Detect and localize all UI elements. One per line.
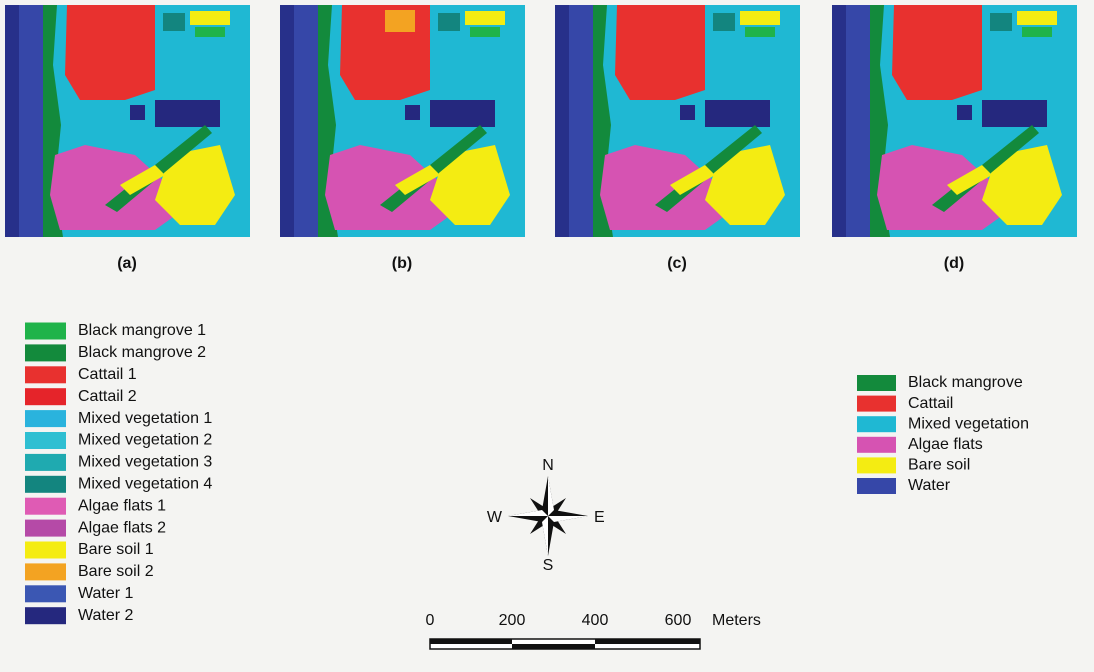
page: (a)(b)(c)(d) Black mangrove 1Black mangr… xyxy=(0,0,1094,672)
legend-label: Water xyxy=(908,477,951,494)
scale-label: 200 xyxy=(499,612,526,629)
legend-label: Algae flats 1 xyxy=(78,497,166,514)
compass-s: S xyxy=(543,557,554,574)
scale-label: 600 xyxy=(665,612,692,629)
legend-label: Cattail 2 xyxy=(78,388,137,405)
legend-swatch xyxy=(25,563,66,580)
map-b-detail xyxy=(385,10,415,32)
map-c xyxy=(555,5,800,237)
legend-merged: Black mangrove Cattail Mixed vegetation Alg… xyxy=(857,374,1029,494)
legend-swatch xyxy=(857,375,896,391)
compass-e: E xyxy=(594,509,605,526)
compass-n: N xyxy=(542,457,554,474)
map-panels xyxy=(5,5,1077,237)
scale-label: 0 xyxy=(426,612,435,629)
legend-swatch xyxy=(25,520,66,537)
legend-swatch xyxy=(857,478,896,494)
legend-swatch xyxy=(25,476,66,493)
legend-swatch xyxy=(25,432,66,449)
legend-swatch xyxy=(25,542,66,559)
legend-label: Bare soil 2 xyxy=(78,563,154,580)
compass-w: W xyxy=(487,509,503,526)
scale-label: 400 xyxy=(582,612,609,629)
panel-label: (d) xyxy=(944,255,964,272)
scale-unit: Meters xyxy=(712,612,761,629)
legend-swatch xyxy=(857,396,896,412)
legend-label: Algae flats xyxy=(908,436,983,453)
legend-label: Mixed vegetation 1 xyxy=(78,410,212,427)
legend-label: Black mangrove xyxy=(908,374,1023,391)
map-b xyxy=(280,5,525,237)
legend-detailed: Black mangrove 1 Black mangrove 2 Cattail … xyxy=(25,322,212,624)
legend-label: Mixed vegetation 2 xyxy=(78,432,212,449)
legend-label: Cattail xyxy=(908,395,953,412)
panel-label: (c) xyxy=(667,255,687,272)
legend-swatch xyxy=(857,416,896,432)
legend-label: Water 2 xyxy=(78,607,134,624)
scale-bar: 0 200 400 600 Meters xyxy=(426,612,761,649)
legend-label: Algae flats 2 xyxy=(78,519,166,536)
legend-swatch xyxy=(25,323,66,340)
legend-label: Mixed vegetation 3 xyxy=(78,454,212,471)
legend-swatch xyxy=(25,454,66,471)
figure: (a)(b)(c)(d) Black mangrove 1Black mangr… xyxy=(0,0,1094,667)
map-d xyxy=(832,5,1077,237)
compass: N S E W xyxy=(487,457,605,574)
map-a xyxy=(5,5,250,237)
legend-swatch xyxy=(25,388,66,405)
legend-swatch xyxy=(25,410,66,427)
legend-swatch xyxy=(25,366,66,383)
legend-label: Bare soil xyxy=(908,457,970,474)
legend-label: Water 1 xyxy=(78,585,134,602)
legend-label: Black mangrove 1 xyxy=(78,322,206,339)
panel-label: (a) xyxy=(117,255,137,272)
legend-label: Mixed vegetation 4 xyxy=(78,476,212,493)
legend-label: Bare soil 1 xyxy=(78,541,154,558)
legend-label: Mixed vegetation xyxy=(908,415,1029,432)
legend-label: Cattail 1 xyxy=(78,366,137,383)
legend-swatch xyxy=(25,607,66,624)
legend-swatch xyxy=(25,498,66,515)
legend-label: Black mangrove 2 xyxy=(78,344,206,361)
legend-swatch xyxy=(25,585,66,602)
panel-labels: (a) (b) (c) (d) xyxy=(117,255,964,272)
panel-label: (b) xyxy=(392,255,412,272)
legend-swatch xyxy=(25,344,66,361)
legend-swatch xyxy=(857,437,896,453)
legend-swatch xyxy=(857,457,896,473)
